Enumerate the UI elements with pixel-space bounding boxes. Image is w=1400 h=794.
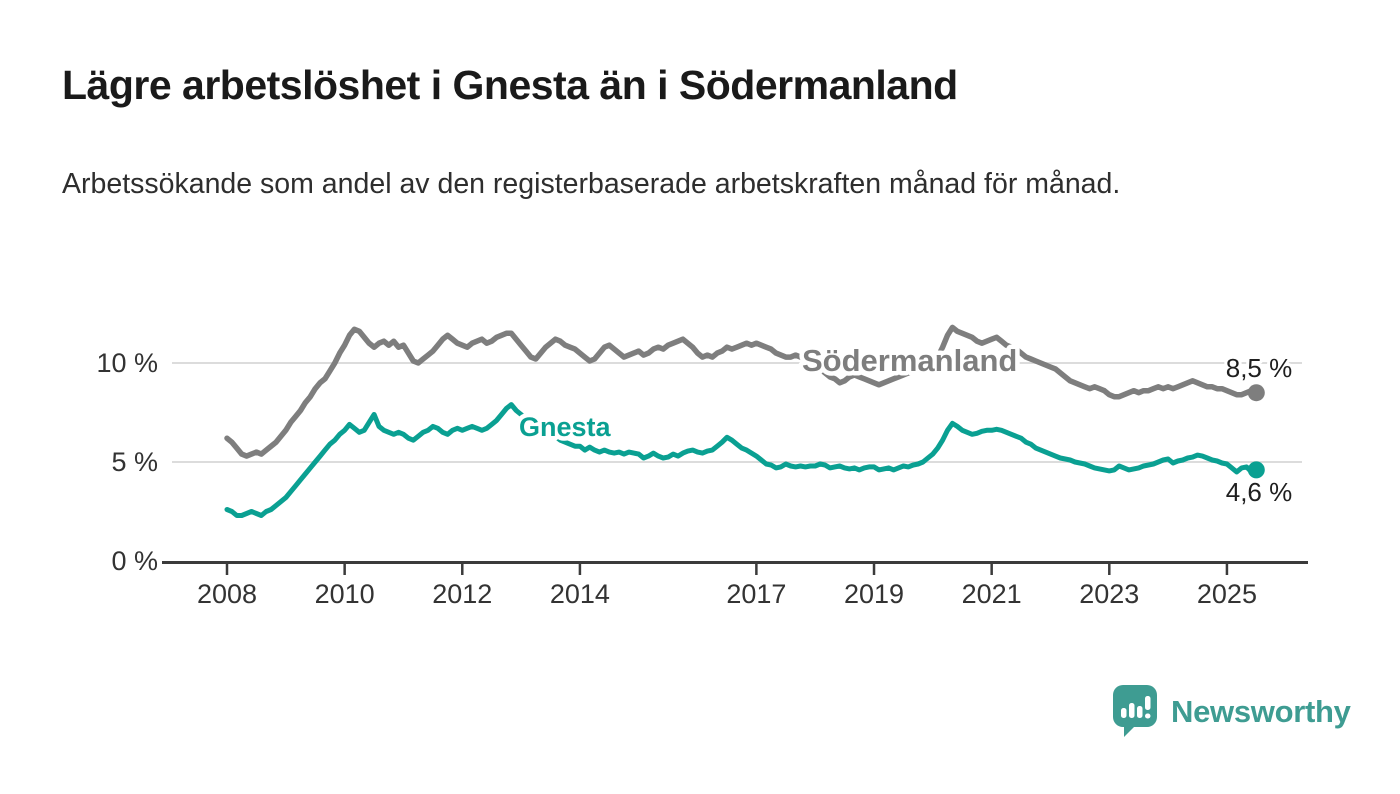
series-end-dot-gnesta	[1247, 461, 1265, 479]
x-tick-label: 2017	[726, 579, 786, 609]
x-tick-label: 2021	[962, 579, 1022, 609]
series-line-södermanland	[224, 324, 1260, 459]
x-axis-layer: 2008 2010 2012 2014 2017 2019 2021 2023 2025	[162, 561, 1308, 609]
series-label-gnesta: Gnesta	[519, 412, 612, 442]
x-tick-label: 2019	[844, 579, 904, 609]
x-tick-label: 2014	[550, 579, 610, 609]
x-tick-label: 2023	[1079, 579, 1139, 609]
series-label-södermanland: Södermanland	[802, 343, 1017, 378]
y-tick-label: 5 %	[111, 447, 158, 477]
series-end-value-gnesta: 4,6 %	[1226, 477, 1293, 507]
chart-subtitle: Arbetssökande som andel av den registerb…	[62, 168, 1121, 200]
y-tick-label: 0 %	[111, 546, 158, 576]
speech-bubble-shape	[1113, 685, 1157, 737]
gridline-layer: 0 % 5 % 10 %	[96, 348, 1302, 576]
newsworthy-brand: Newsworthy	[1112, 684, 1351, 739]
x-tick-label: 2008	[197, 579, 257, 609]
x-tick-label: 2025	[1197, 579, 1257, 609]
series-line-gnesta	[224, 402, 1259, 518]
chart-label-layer: Södermanland Gnesta 8,5 % 4,6 %	[515, 339, 1296, 511]
series-end-value-södermanland: 8,5 %	[1226, 353, 1293, 383]
x-tick-label: 2012	[432, 579, 492, 609]
series-end-dot-södermanland	[1247, 384, 1265, 402]
series-line-layer	[224, 324, 1265, 518]
chart-title: Lägre arbetslöshet i Gnesta än i Söderma…	[62, 62, 958, 108]
newsworthy-brand-name: Newsworthy	[1171, 693, 1351, 729]
bar-chart-glyph	[1121, 696, 1151, 719]
x-tick-label: 2010	[315, 579, 375, 609]
newsworthy-logo-icon	[1113, 685, 1157, 737]
y-tick-label: 10 %	[96, 348, 158, 378]
